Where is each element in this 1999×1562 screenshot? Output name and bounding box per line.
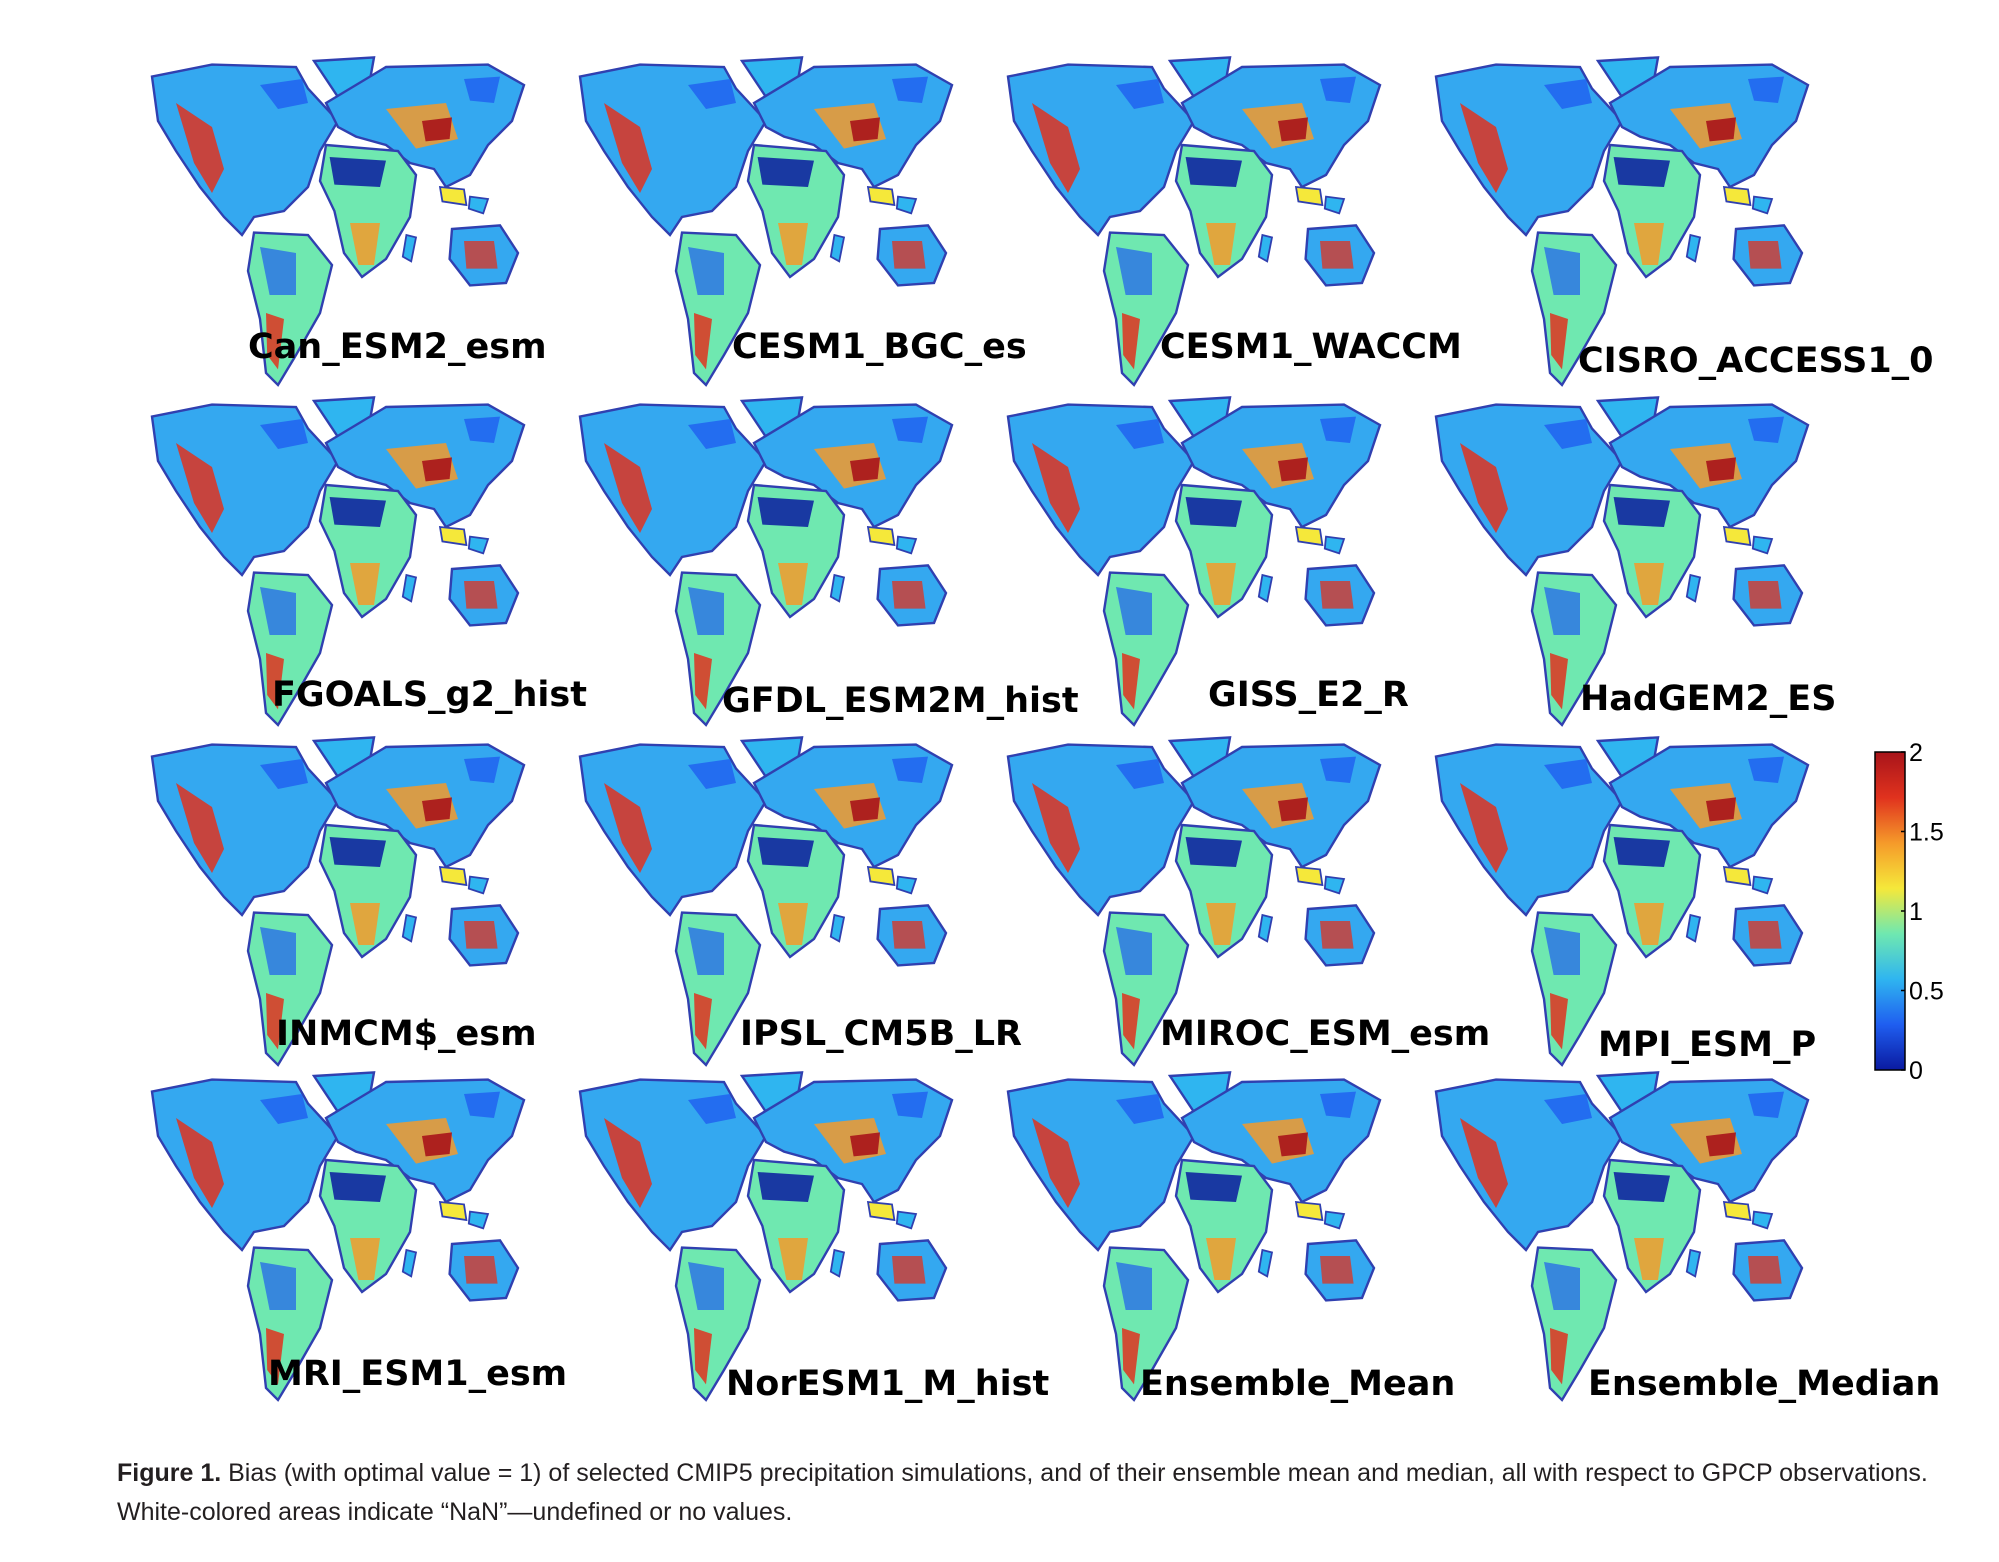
bias-map	[1434, 736, 1810, 1067]
panel-label: IPSL_CM5B_LR	[740, 1014, 1022, 1054]
colorbar-tick-label: 0	[1909, 1057, 1923, 1085]
panel-label: NorESM1_M_hist	[726, 1364, 1049, 1404]
panel-hadgem2-es	[1434, 396, 1810, 727]
panel-label: MIROC_ESM_esm	[1160, 1014, 1490, 1054]
panel-label: MPI_ESM_P	[1598, 1025, 1816, 1065]
panel-cisro-access1-0	[1434, 56, 1810, 387]
panel-label: MRI_ESM1_esm	[268, 1354, 567, 1394]
panel-label: Can_ESM2_esm	[248, 327, 547, 367]
panel-label: FGOALS_g2_hist	[272, 675, 587, 715]
panel-label: HadGEM2_ES	[1580, 679, 1836, 719]
panel-grid: Can_ESM2_esm CESM1_BGC_es CESM1_WACCM CI…	[150, 56, 1940, 1404]
panel-label: Ensemble_Median	[1588, 1364, 1940, 1404]
bias-map	[1434, 56, 1810, 387]
panel-label: INMCM$_esm	[276, 1014, 537, 1054]
colorbar-gradient	[1874, 751, 1906, 1071]
colorbar-tick-label: 1	[1909, 898, 1923, 926]
colorbar-ticks: 2 1.5 1 0.5 0	[1901, 739, 1944, 1085]
panel-label: GFDL_ESM2M_hist	[722, 681, 1079, 721]
panel-noresm1-m-hist	[578, 1071, 954, 1402]
panel-label: GISS_E2_R	[1208, 675, 1409, 715]
caption-text: Bias (with optimal value = 1) of selecte…	[117, 1459, 1928, 1526]
colorbar-tick-label: 2	[1909, 739, 1923, 767]
panel-ensemble-mean	[1006, 1071, 1382, 1402]
bias-map	[150, 1071, 526, 1402]
bias-map	[578, 1071, 954, 1402]
panel-label: Ensemble_Mean	[1140, 1364, 1455, 1404]
panel-label: CESM1_WACCM	[1160, 327, 1462, 367]
colorbar: 2 1.5 1 0.5 0	[1874, 739, 1944, 1085]
panel-mri-esm1-esm	[150, 1071, 526, 1402]
figure-caption: Figure 1. Bias (with optimal value = 1) …	[117, 1454, 1977, 1532]
bias-map	[578, 396, 954, 727]
bias-map	[1434, 1071, 1810, 1402]
panel-gfdl-esm2m-hist	[578, 396, 954, 727]
panel-mpi-esm-p	[1434, 736, 1810, 1067]
panel-ensemble-median	[1434, 1071, 1810, 1402]
panel-label: CESM1_BGC_es	[732, 327, 1027, 367]
panel-label: CISRO_ACCESS1_0	[1578, 341, 1934, 381]
colorbar-tick-label: 1.5	[1909, 819, 1944, 847]
bias-map	[1006, 1071, 1382, 1402]
caption-prefix: Figure 1.	[117, 1459, 222, 1487]
colorbar-tick-label: 0.5	[1909, 978, 1944, 1006]
bias-map	[1434, 396, 1810, 727]
